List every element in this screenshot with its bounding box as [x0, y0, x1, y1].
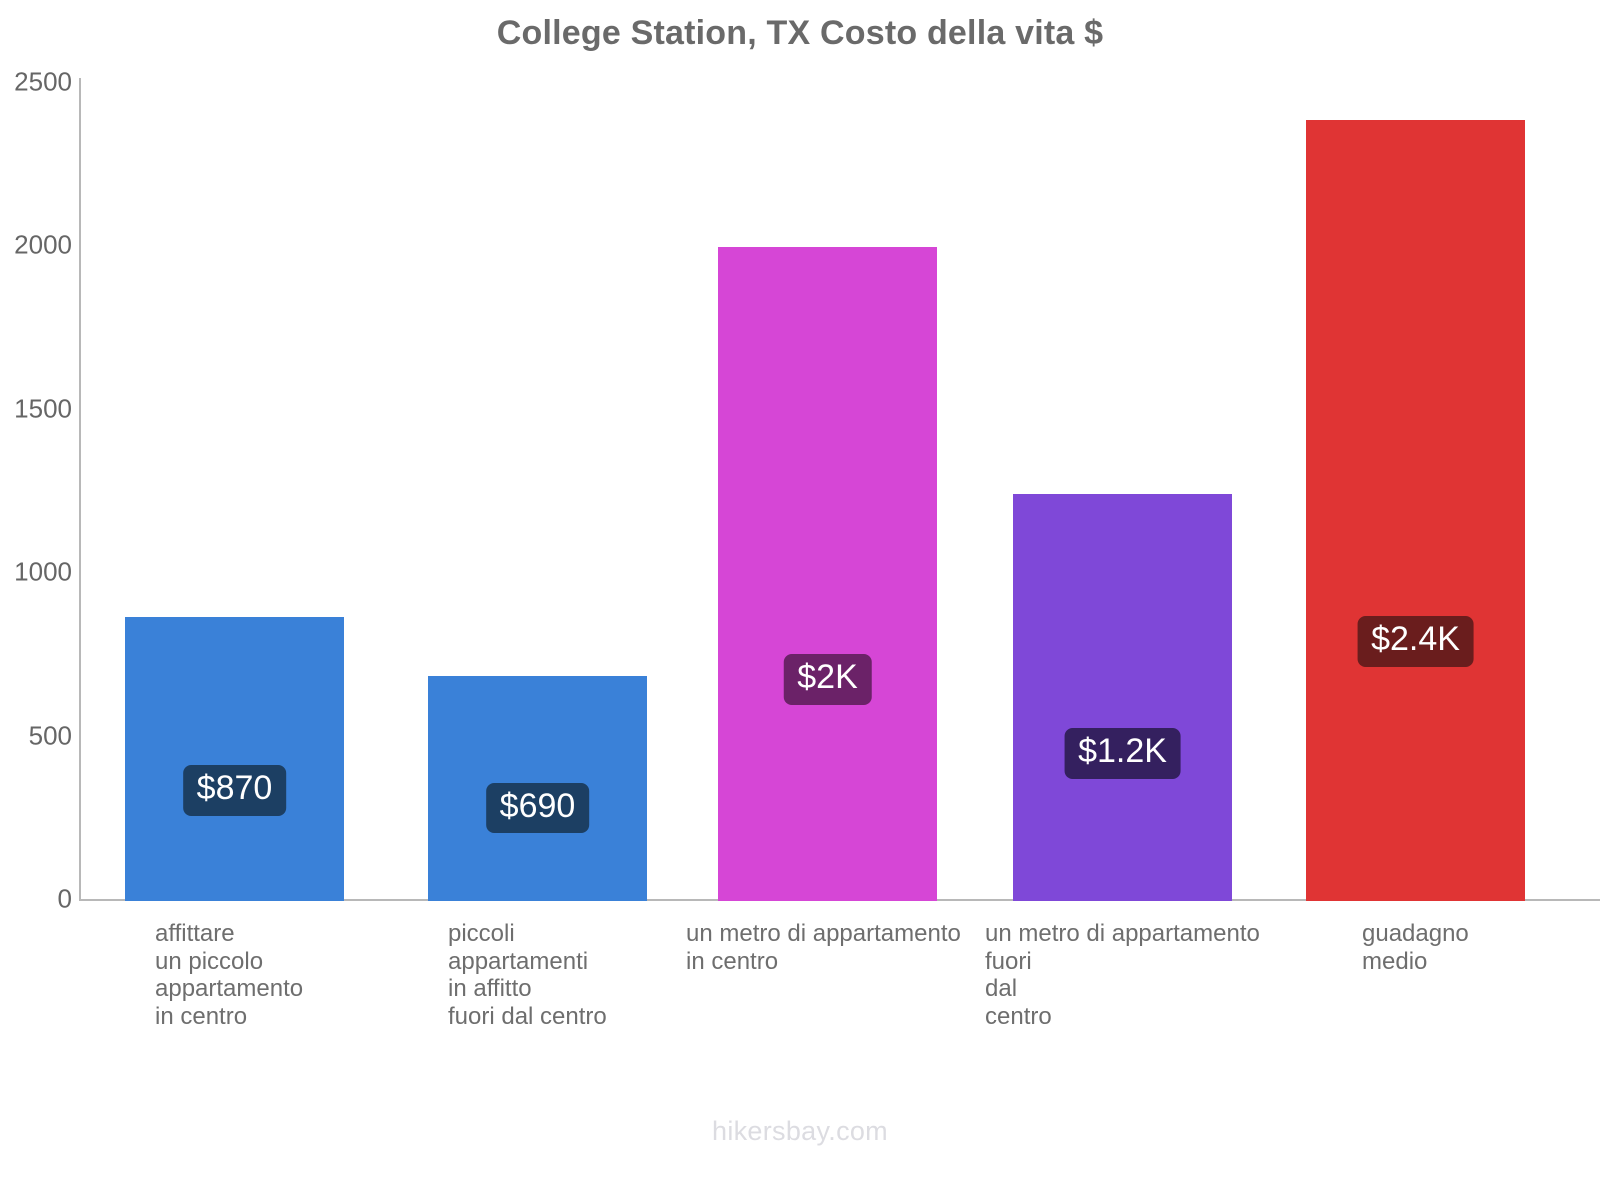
- y-axis-tick-label: 2000: [14, 229, 72, 260]
- x-axis-tick-label: un metro di appartamento in centro: [686, 920, 961, 975]
- bar-value-label: $870: [182, 765, 287, 816]
- bar-group[interactable]: $1.2K: [1013, 494, 1232, 901]
- x-axis-tick-label: affittare un piccolo appartamento in cen…: [155, 920, 304, 1030]
- bar-value-label: $2K: [783, 654, 872, 705]
- x-axis-tick-label: piccoli appartamenti in affitto fuori da…: [448, 920, 607, 1030]
- x-axis-tick-label: un metro di appartamento fuori dal centr…: [985, 920, 1260, 1030]
- bar[interactable]: [718, 247, 937, 901]
- bar-value-label: $1.2K: [1064, 728, 1181, 779]
- y-axis-tick-label: 1000: [14, 556, 72, 587]
- watermark-label: hikersbay.com: [712, 1116, 888, 1146]
- bar-value-label: $690: [485, 782, 590, 834]
- bar[interactable]: [1306, 119, 1525, 901]
- y-axis-tick-label: 0: [57, 883, 72, 914]
- y-axis-line: [79, 78, 81, 900]
- bar-group[interactable]: $870: [125, 616, 344, 901]
- y-axis-tick-label: 1500: [14, 393, 72, 424]
- bar[interactable]: [125, 616, 344, 901]
- bar-group[interactable]: $2.4K: [1306, 119, 1525, 901]
- bar-group[interactable]: $2K: [718, 247, 937, 901]
- y-axis-tick-label: 2500: [14, 66, 72, 97]
- page-title: College Station, TX Costo della vita $: [496, 14, 1104, 52]
- x-axis-tick-label: guadagno medio: [1362, 920, 1469, 975]
- bar[interactable]: [1013, 494, 1232, 901]
- bar-group[interactable]: $690: [428, 675, 647, 901]
- y-axis-tick-label: 500: [28, 720, 72, 751]
- bar-value-label: $2.4K: [1357, 616, 1474, 667]
- bars-container: $870 $690 $2K $1.2K $2.4K: [125, 119, 1525, 901]
